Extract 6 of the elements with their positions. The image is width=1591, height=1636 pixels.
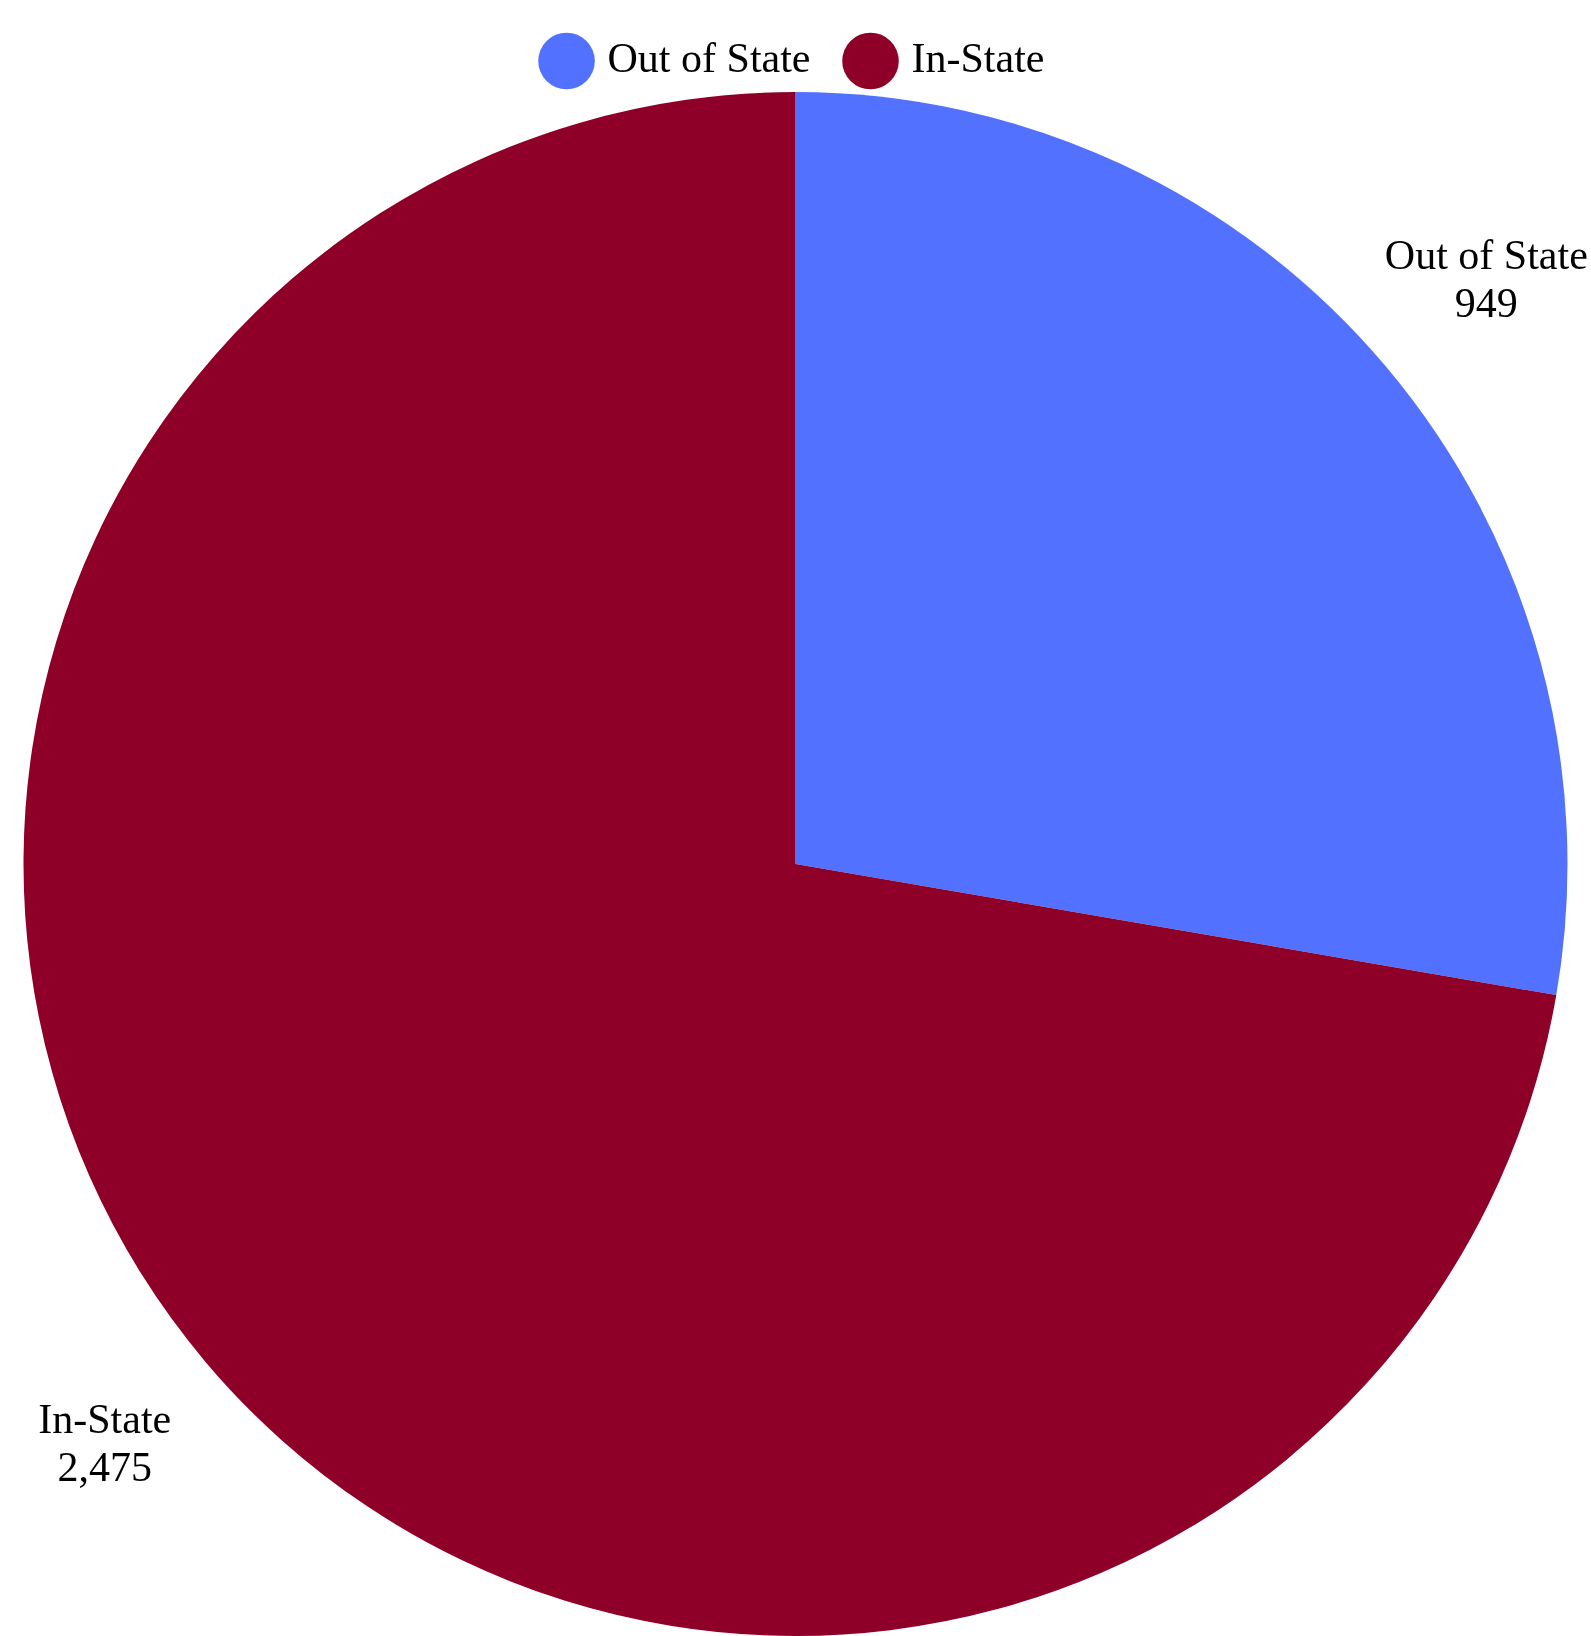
data-label: 949 xyxy=(1454,280,1518,327)
legend-label: Out of State xyxy=(607,35,811,82)
slice-label: In-State xyxy=(38,1395,172,1442)
data-label: 2,475 xyxy=(57,1443,152,1490)
slice-label: Out of State xyxy=(1384,232,1588,279)
legend-label: In-State xyxy=(911,35,1045,82)
